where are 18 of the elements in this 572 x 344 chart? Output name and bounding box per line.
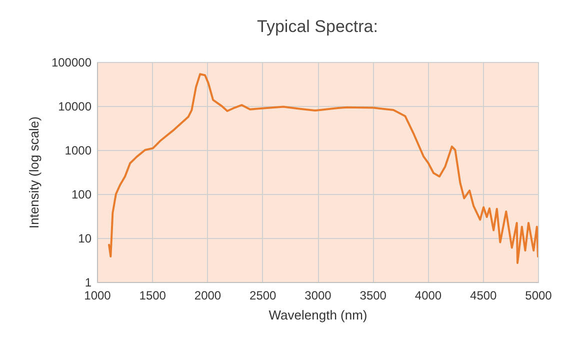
x-tick-label: 1500 [139,288,166,302]
x-tick-label: 2000 [194,288,222,302]
x-tick-label: 2500 [250,288,277,302]
chart-title: Typical Spectra: [257,17,378,36]
x-tick-label: 3500 [360,288,387,302]
x-axis-title: Wavelength (nm) [268,308,368,322]
x-tick-label: 4000 [414,288,442,302]
y-tick-label: 10 [78,232,92,246]
x-tick-label: 3000 [304,288,332,302]
y-axis-title: Intensity (log scale) [26,116,42,228]
x-tick-label: 4500 [470,288,498,302]
y-tick-label: 1000 [64,144,92,158]
x-tick-label: 5000 [525,288,552,302]
y-tick-label: 10000 [58,100,92,114]
y-tick-label: 1 [84,276,92,290]
y-tick-label: 100 [71,188,92,202]
y-tick-label: 100000 [51,56,92,70]
line-series [108,73,538,264]
